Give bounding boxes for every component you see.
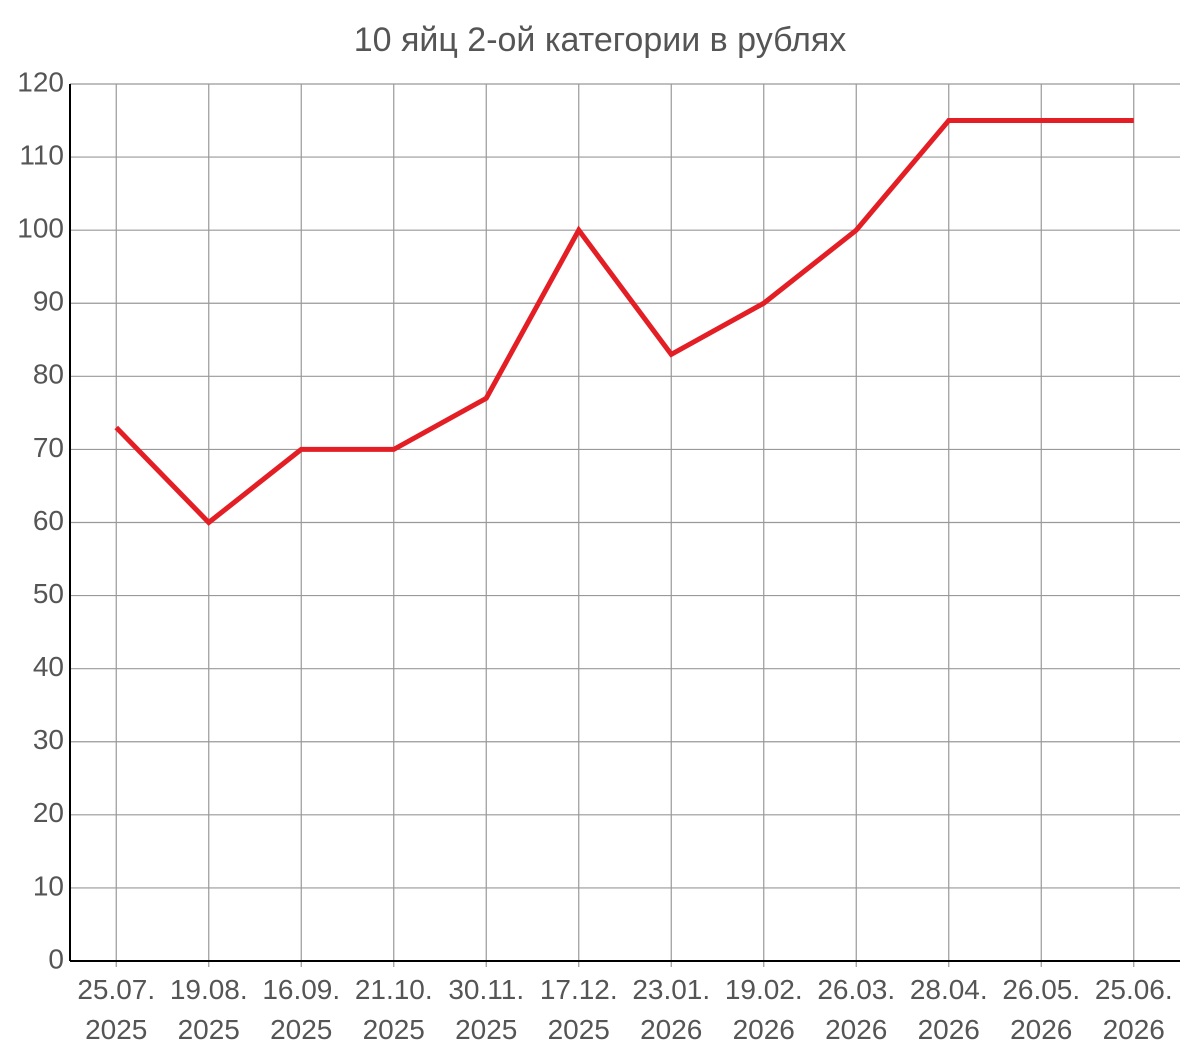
y-tick-label: 40	[33, 651, 64, 682]
y-tick-label: 70	[33, 432, 64, 463]
chart-title: 10 яйц 2-ой категории в рублях	[354, 21, 847, 59]
x-tick-label: 16.09. 2025	[262, 974, 341, 1045]
y-tick-label: 30	[33, 724, 64, 755]
y-tick-label: 110	[19, 139, 64, 170]
y-tick-label: 100	[17, 213, 64, 244]
x-tick-label: 19.02. 2026	[724, 974, 803, 1045]
y-tick-label: 20	[33, 797, 64, 828]
y-tick-label: 60	[33, 505, 64, 536]
x-tick-label: 26.03. 2026	[817, 974, 896, 1045]
y-tick-label: 10	[33, 870, 64, 901]
y-tick-label: 80	[33, 359, 64, 390]
data-line	[114, 118, 1134, 526]
y-tick-label: 90	[33, 286, 64, 317]
x-tick-label: 21.10. 2025	[354, 974, 433, 1045]
y-tick-label: 120	[17, 66, 64, 97]
x-tick-label: 23.01. 2026	[632, 974, 711, 1045]
y-tick-label: 50	[33, 578, 64, 609]
x-tick-label: 28.04. 2026	[909, 974, 988, 1045]
x-tick-label: 25.07. 2025	[77, 974, 156, 1045]
x-tick-label: 30.11. 2025	[448, 974, 525, 1045]
x-tick-label: 19.08. 2025	[169, 974, 248, 1045]
x-tick-label: 26.05. 2026	[1002, 974, 1081, 1045]
x-tick-label: 17.12. 2025	[539, 974, 618, 1045]
y-tick-label: 0	[48, 943, 64, 974]
x-tick-label: 25.06. 2026	[1094, 974, 1173, 1045]
